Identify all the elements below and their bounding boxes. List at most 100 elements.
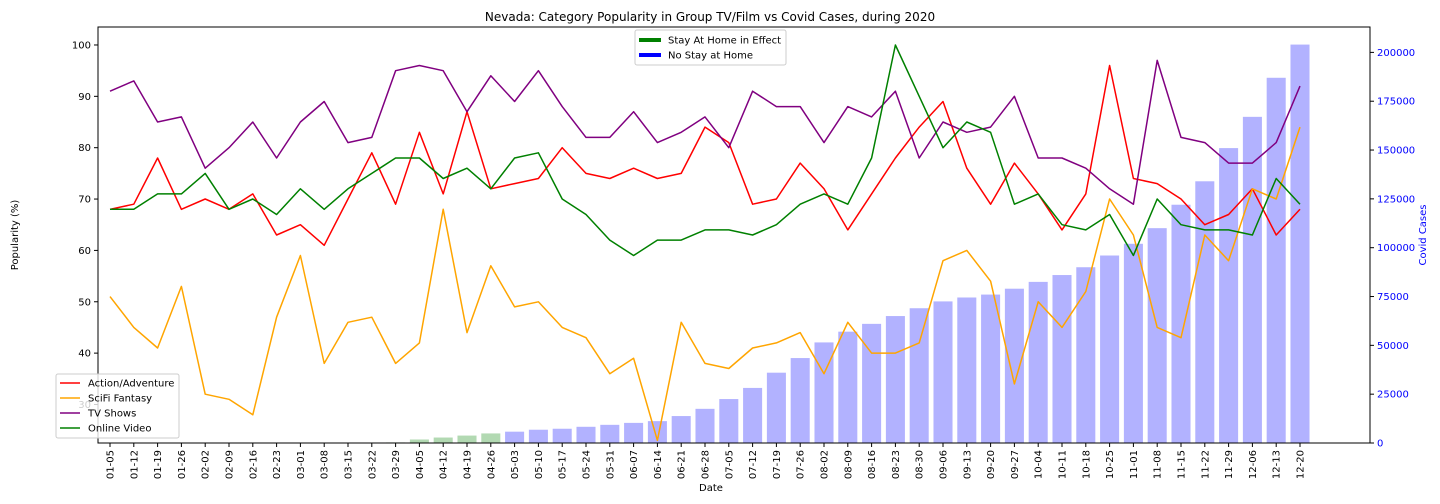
legend-bottom-label-1: SciFi Fantasy xyxy=(88,394,152,405)
x-tick-label-07-12: 07-12 xyxy=(748,450,759,479)
covid-bar-09-20 xyxy=(981,294,1001,443)
legend-top-label-1: No Stay at Home xyxy=(668,51,753,62)
covid-bar-12-06 xyxy=(1242,116,1262,443)
covid-bar-04-26 xyxy=(481,433,501,443)
covid-bar-08-23 xyxy=(885,316,905,443)
x-tick-label-07-19: 07-19 xyxy=(772,450,783,479)
covid-bar-09-13 xyxy=(957,297,977,443)
y-tick-label-70: 70 xyxy=(78,195,91,206)
y-tick-label-60: 60 xyxy=(78,246,91,257)
x-tick-label-12-20: 12-20 xyxy=(1296,450,1307,479)
y-tick-label-50: 50 xyxy=(78,297,91,308)
x-tick-label-09-13: 09-13 xyxy=(962,450,973,479)
x-tick-label-11-15: 11-15 xyxy=(1177,450,1188,479)
x-tick-label-06-21: 06-21 xyxy=(677,450,688,479)
y-tick-label-80: 80 xyxy=(78,143,91,154)
legend-top: Stay At Home in Effect No Stay at Home xyxy=(634,29,787,66)
plot-frame xyxy=(97,26,1371,444)
covid-bar-09-27 xyxy=(1004,288,1024,443)
x-tick-label-02-02: 02-02 xyxy=(201,450,212,479)
covid-bar-05-17 xyxy=(552,428,572,443)
covid-bar-08-16 xyxy=(862,323,882,443)
y2-tick-label-25000: 25000 xyxy=(1377,390,1409,401)
covid-bar-04-12 xyxy=(433,437,453,443)
x-tick-label-10-04: 10-04 xyxy=(1034,450,1045,479)
x-tick-label-11-29: 11-29 xyxy=(1224,450,1235,479)
x-tick-label-04-12: 04-12 xyxy=(439,450,450,479)
x-tick-label-05-17: 05-17 xyxy=(558,450,569,479)
covid-bar-07-19 xyxy=(766,372,786,443)
x-tick-label-08-16: 08-16 xyxy=(867,450,878,479)
x-tick-label-05-24: 05-24 xyxy=(582,450,593,479)
x-axis-label: Date xyxy=(699,483,723,494)
series-line-action-adventure xyxy=(109,64,1301,247)
x-tick-label-03-08: 03-08 xyxy=(320,450,331,479)
legend-bottom: Action/Adventure SciFi Fantasy TV Shows Onl… xyxy=(55,373,180,439)
x-tick-label-10-18: 10-18 xyxy=(1081,450,1092,479)
x-tick-label-07-26: 07-26 xyxy=(796,450,807,479)
y2-tick-label-0: 0 xyxy=(1377,439,1383,450)
covid-bar-07-05 xyxy=(719,399,739,443)
covid-bar-04-19 xyxy=(457,435,477,443)
covid-bar-11-08 xyxy=(1147,228,1167,443)
covid-bar-07-12 xyxy=(743,387,763,443)
y-axis-right: 0 25000 50000 75000 100000 125000 150000 175000… xyxy=(1370,48,1415,450)
legend-bottom-label-0: Action/Adventure xyxy=(88,379,174,390)
x-tick-label-06-14: 06-14 xyxy=(653,450,664,479)
x-axis: 01-05 01-12 01-19 01-26 02-02 02-09 02-16 02-23… xyxy=(106,443,1307,479)
y2-tick-label-100000: 100000 xyxy=(1377,243,1415,254)
x-tick-label-06-07: 06-07 xyxy=(629,450,640,479)
x-tick-label-01-19: 01-19 xyxy=(153,450,164,479)
series-line-online-video xyxy=(110,44,1301,257)
x-tick-label-02-16: 02-16 xyxy=(248,450,259,479)
series-line-scifi-fantasy xyxy=(109,126,1301,442)
x-tick-label-02-23: 02-23 xyxy=(272,450,283,479)
x-tick-label-11-22: 11-22 xyxy=(1200,450,1211,479)
covid-bar-11-15 xyxy=(1171,204,1191,443)
covid-bar-05-31 xyxy=(600,424,620,443)
x-tick-label-09-20: 09-20 xyxy=(986,450,997,479)
x-tick-label-01-26: 01-26 xyxy=(177,450,188,479)
lines-layer xyxy=(109,44,1301,442)
x-tick-label-11-01: 11-01 xyxy=(1129,450,1140,479)
covid-bar-11-22 xyxy=(1195,181,1215,443)
covid-bar-05-24 xyxy=(576,426,596,443)
x-tick-label-01-12: 01-12 xyxy=(129,450,140,479)
x-tick-label-08-09: 08-09 xyxy=(843,450,854,479)
y-axis-left: 30405060708090100 xyxy=(72,40,98,411)
x-tick-label-03-01: 03-01 xyxy=(296,450,307,479)
covid-bar-09-06 xyxy=(933,301,953,443)
y-axis-label: Popularity (%) xyxy=(10,200,21,271)
chart-title: Nevada: Category Popularity in Group TV/… xyxy=(485,10,935,24)
series-line-tv-shows xyxy=(109,59,1301,205)
x-tick-label-07-05: 07-05 xyxy=(724,450,735,479)
covid-bar-06-21 xyxy=(671,416,691,443)
x-tick-label-11-08: 11-08 xyxy=(1153,450,1164,479)
x-tick-label-06-28: 06-28 xyxy=(701,450,712,479)
legend-top-label-0: Stay At Home in Effect xyxy=(668,36,781,47)
x-tick-label-01-05: 01-05 xyxy=(106,450,117,479)
covid-bar-06-28 xyxy=(695,408,715,443)
covid-bar-10-25 xyxy=(1100,255,1120,443)
covid-bar-08-02 xyxy=(814,342,834,443)
covid-bar-10-18 xyxy=(1076,267,1096,443)
x-tick-label-12-06: 12-06 xyxy=(1248,450,1259,479)
x-tick-label-05-10: 05-10 xyxy=(534,450,545,479)
x-tick-label-05-03: 05-03 xyxy=(510,450,521,479)
covid-bar-05-10 xyxy=(528,429,548,443)
covid-bar-11-01 xyxy=(1123,243,1143,443)
x-tick-label-08-30: 08-30 xyxy=(915,450,926,479)
x-tick-label-09-06: 09-06 xyxy=(939,450,950,479)
x-tick-label-09-27: 09-27 xyxy=(1010,450,1021,479)
covid-bar-07-26 xyxy=(790,358,810,443)
y2-axis-label: Covid Cases xyxy=(1418,204,1429,265)
x-tick-label-02-09: 02-09 xyxy=(225,450,236,479)
x-tick-label-05-31: 05-31 xyxy=(605,450,616,479)
legend-bottom-label-3: Online Video xyxy=(88,424,151,435)
x-tick-label-10-25: 10-25 xyxy=(1105,450,1116,479)
covid-bar-06-07 xyxy=(624,422,644,443)
legend-bottom-box xyxy=(55,373,180,439)
covid-bar-12-20 xyxy=(1290,44,1310,444)
